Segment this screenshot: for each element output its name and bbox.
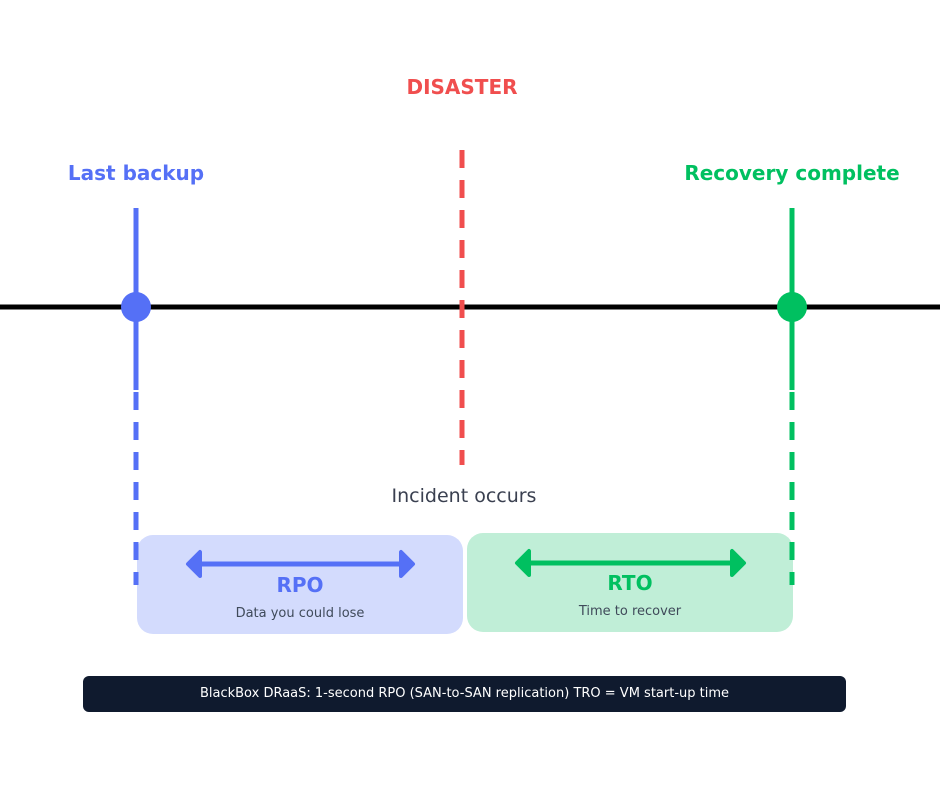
rpo-arrow [186, 550, 415, 578]
recovery-marker [777, 292, 807, 322]
incident-label: Incident occurs [391, 485, 537, 507]
rto-subtitle: Time to recover [578, 604, 682, 619]
rpo-title: RPO [276, 573, 324, 597]
disaster-label: DISASTER [406, 75, 518, 99]
rpo-subtitle: Data you could lose [235, 606, 365, 621]
recovery-complete-label: Recovery complete [684, 161, 900, 185]
footer-banner: BlackBox DRaaS: 1-second RPO (SAN-to-SAN… [83, 676, 846, 712]
last-backup-marker [121, 292, 151, 322]
last-backup-label: Last backup [67, 161, 205, 185]
rto-title: RTO [607, 571, 653, 595]
rpo-box: RPO Data you could lose [137, 535, 463, 634]
rto-arrow [515, 549, 746, 577]
rto-box: RTO Time to recover [467, 533, 793, 632]
